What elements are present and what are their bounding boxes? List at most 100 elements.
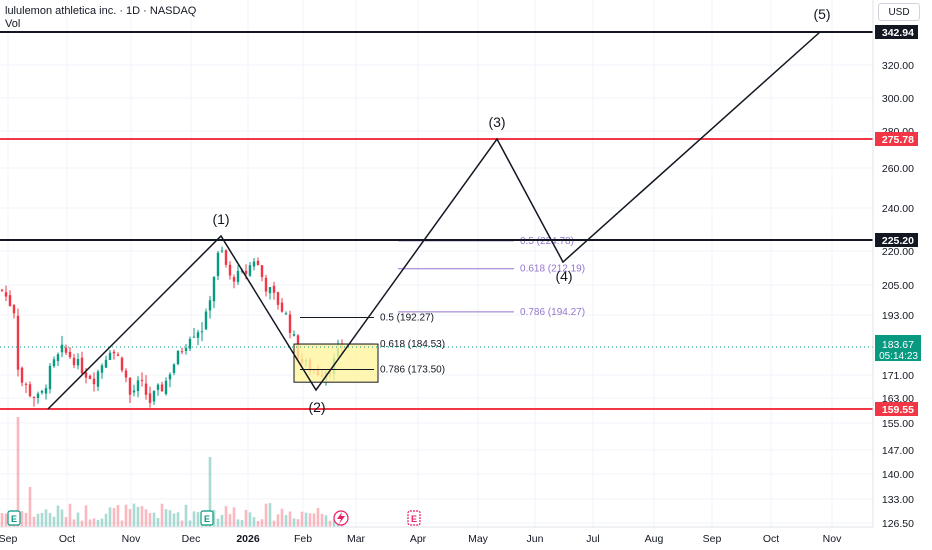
price-level-badge [875,25,918,39]
volume-bar [160,503,164,527]
earnings-marker-letter: E [204,514,210,524]
candle-body [72,357,76,366]
candle-body [288,314,292,333]
volume-bar [124,504,128,527]
volume-bar [304,512,308,527]
candle-body [152,390,156,402]
price-tick: 220.00 [882,246,914,258]
volume-bar [272,520,276,527]
candle-body [192,336,196,338]
price-tick: 320.00 [882,60,914,72]
volume-bar [196,512,200,527]
wave-label-4: (4) [555,268,572,284]
time-axis-label: Aug [645,533,664,545]
price-tick: 205.00 [882,280,914,292]
volume-bar [64,517,68,527]
volume-bar [252,517,256,527]
price-tick: 260.00 [882,163,914,175]
volume-bar [164,509,168,527]
lightning-icon[interactable] [333,510,349,526]
volume-bar [264,503,268,527]
current-price-badge [875,335,921,361]
candle-body [88,375,92,379]
volume-bar [4,513,8,527]
candle-body [116,354,120,356]
time-axis-label: Mar [347,533,366,545]
volume-bar [268,503,272,527]
volume-bar [240,520,244,527]
volume-bar [24,512,28,527]
time-axis-label: Sep [703,533,722,545]
earnings-e-icon[interactable]: E [7,510,21,526]
time-axis-label: Dec [182,533,201,545]
volume-bar [300,511,304,527]
volume-bar [248,512,252,527]
volume-bar [152,512,156,527]
volume-bar [68,503,72,527]
fib-small-label: 0.618 (184.53) [380,339,445,350]
volume-bar [140,506,144,527]
volume-bar [92,518,96,527]
volume-bar [108,507,112,527]
price-tick: 133.00 [882,494,914,506]
candle-body [256,260,260,265]
volume-bar [308,513,312,527]
candle-body [200,331,204,333]
candle-body [60,344,64,353]
candle-body [156,384,160,390]
currency-button[interactable]: USD [878,3,920,21]
candle-body [48,365,52,390]
price-tick: 171.00 [882,370,914,382]
volume-bar [84,505,88,527]
candle-body [168,374,172,380]
volume-bar [312,513,316,527]
candle-body [76,359,80,366]
volume-bar [112,508,116,527]
candle-body [40,390,44,393]
fib-small-label: 0.5 (192.27) [380,313,434,324]
time-axis-label: Jul [586,533,599,545]
candle-body [176,350,180,365]
candle-body [284,313,288,315]
price-tick: 140.00 [882,469,914,481]
candle-body [44,388,48,394]
candle-body [56,354,60,361]
price-tick: 300.00 [882,93,914,105]
volume-bar [184,504,188,527]
volume-bar [32,516,36,527]
earnings-e-icon[interactable]: E [407,510,421,526]
volume-bar [168,510,172,527]
volume-bar [136,506,140,527]
candle-body [68,351,72,358]
volume-bar [96,519,100,527]
wave-label-5: (5) [813,6,830,22]
price-scale-bg [873,0,932,550]
elliott-wave-path[interactable] [47,31,821,410]
candle-body [92,378,96,385]
candle-body [100,365,104,373]
candle-body [96,371,100,387]
lightning-glyph [337,512,345,524]
price-level-badge-label: 225.20 [882,235,914,247]
volume-bar [280,508,284,527]
volume-bar [16,417,20,527]
candle-body [252,261,256,267]
candle-body [108,352,112,360]
volume-bar [220,514,224,527]
symbol-title: lululemon athletica inc. · 1D · NASDAQ [5,5,197,17]
volume-bar [44,509,48,527]
candle-body [16,315,20,370]
candle-body [224,250,228,265]
time-axis-label: Jun [527,533,544,545]
volume-bar [292,518,296,527]
price-level-badge-label: 342.94 [882,27,914,39]
price-tick: 193.00 [882,310,914,322]
earnings-e-icon[interactable]: E [200,510,214,526]
volume-bar [52,516,56,527]
volume-bar [116,505,120,527]
time-axis-label: Apr [410,533,427,545]
fib-large-label: 0.5 (224.78) [520,236,574,247]
volume-bar [284,515,288,527]
wave-label-1: (1) [212,211,229,227]
